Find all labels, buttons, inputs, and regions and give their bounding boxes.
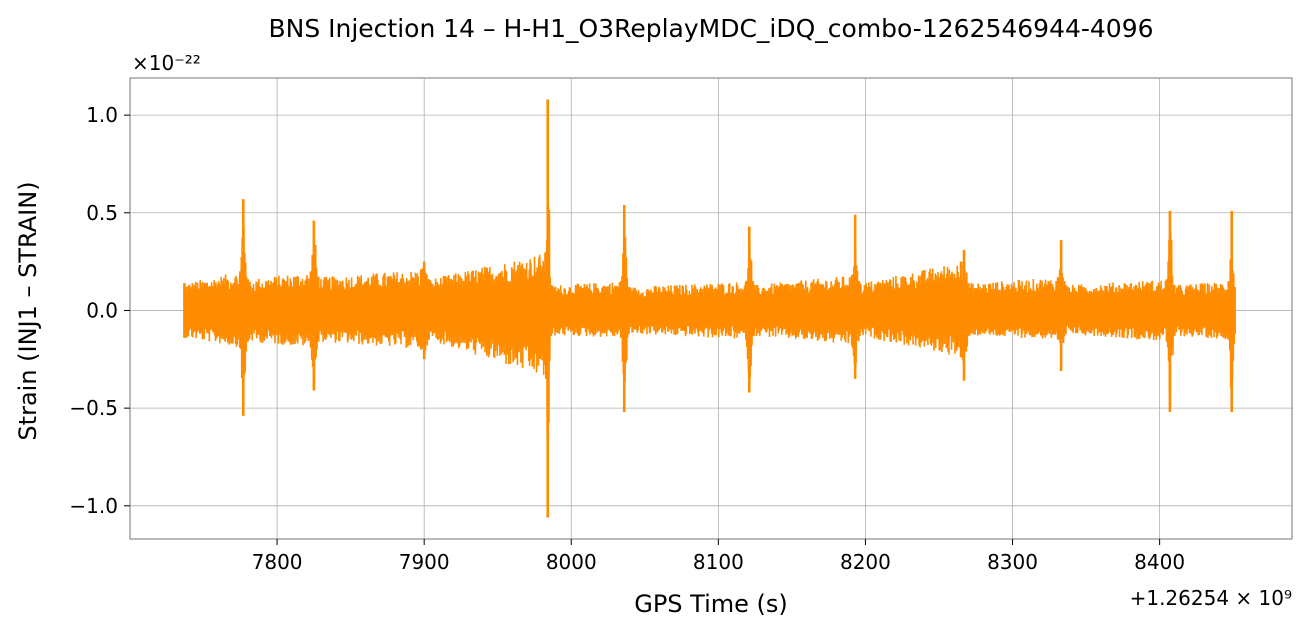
y-tick-label: 0.5 <box>86 201 118 225</box>
y-scale-label: ×10⁻²² <box>132 51 201 75</box>
x-tick-label: 8300 <box>987 550 1038 574</box>
x-axis-label: GPS Time (s) <box>634 590 788 618</box>
x-tick-label: 8400 <box>1134 550 1185 574</box>
chart-title: BNS Injection 14 – H-H1_O3ReplayMDC_iDQ_… <box>268 14 1153 43</box>
y-tick-label: −1.0 <box>69 494 118 518</box>
strain-series <box>183 99 1236 518</box>
x-tick-label: 7800 <box>252 550 303 574</box>
axis-ticks: 7800 7900 8000 8100 8200 8300 8400 −1.0 −0.5 0.0 0… <box>69 103 1185 574</box>
x-offset-label: +1.26254 × 10⁹ <box>1130 586 1292 610</box>
y-axis-label: Strain (INJ1 – STRAIN) <box>14 181 42 440</box>
y-tick-label: 1.0 <box>86 103 118 127</box>
plot-frame <box>129 77 1293 540</box>
x-tick-label: 8200 <box>840 550 891 574</box>
strain-noise-trace <box>183 166 1236 469</box>
x-tick-label: 7900 <box>399 550 450 574</box>
x-tick-label: 8000 <box>546 550 597 574</box>
y-tick-label: 0.0 <box>86 298 118 322</box>
x-tick-label: 8100 <box>693 550 744 574</box>
y-tick-label: −0.5 <box>69 396 118 420</box>
